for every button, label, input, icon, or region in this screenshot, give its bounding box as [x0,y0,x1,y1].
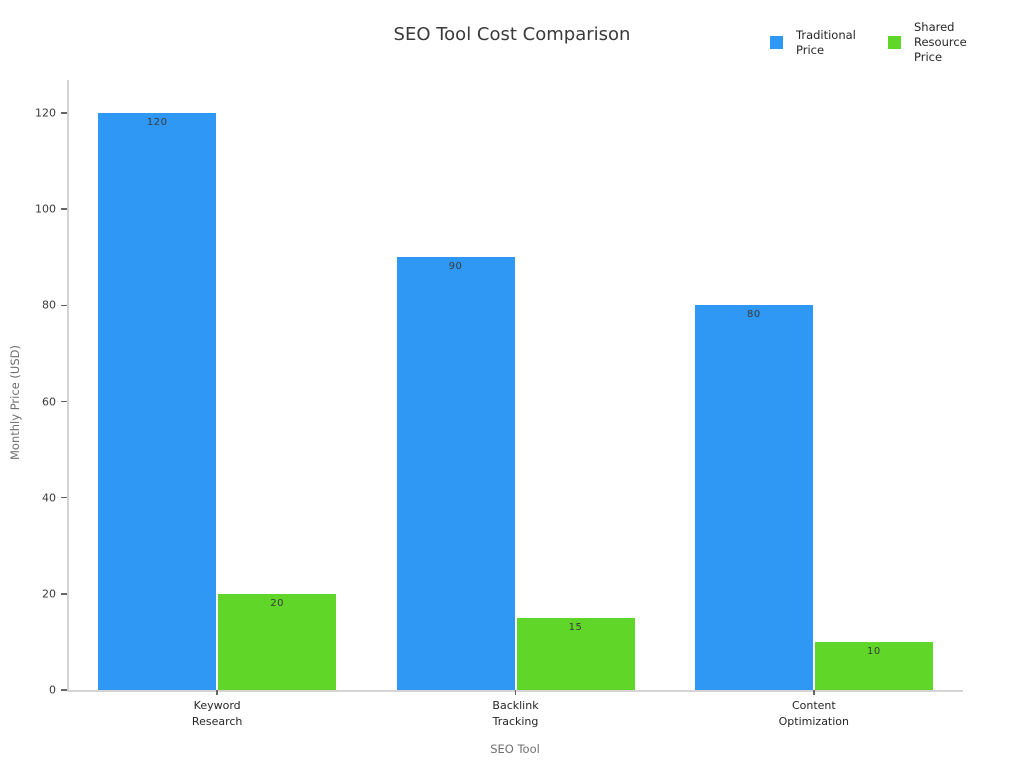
y-tick-mark [61,304,67,307]
y-tick-label: 0 [49,683,56,697]
x-axis-title: SEO Tool [490,742,540,756]
y-axis-title: Monthly Price (USD) [8,345,22,460]
bar-traditional-price [694,305,813,690]
y-tick-label: 20 [42,587,56,601]
legend-swatch-icon [770,36,783,49]
y-tick-mark [61,400,67,403]
y-tick-label: 100 [35,202,56,216]
y-tick-label: 80 [42,298,56,312]
bar-shared-resource-price [516,617,635,690]
x-tick-mark [216,690,218,695]
bar-traditional-price [98,113,217,690]
legend-label: Shared Resource Price [914,20,967,64]
x-tick-label: Keyword Research [191,699,243,728]
bar-value-label: 15 [568,621,583,633]
chart-title: SEO Tool Cost Comparison [393,24,631,45]
legend-item: Shared Resource Price [888,20,982,65]
y-tick-label: 120 [35,106,56,120]
x-tick-label: Backlink Tracking [492,699,539,728]
bar-shared-resource-price [814,641,933,690]
y-tick-mark [61,208,67,210]
legend-swatch-icon [888,36,901,49]
bar-value-label: 90 [448,261,463,273]
bar-value-label: 10 [866,645,881,657]
bar-value-label: 120 [146,117,168,128]
y-axis-line [67,80,69,691]
x-tick-label: Content Optimization [778,699,850,728]
bar-traditional-price [396,257,515,690]
bar-shared-resource-price [218,593,337,690]
y-tick-label: 60 [42,395,56,408]
y-tick-mark [61,112,67,114]
y-tick-mark [61,496,67,499]
bar-value-label: 20 [270,597,285,609]
legend-label: Traditional Price [796,27,856,57]
y-tick-mark [61,689,67,691]
bar-value-label: 80 [746,309,761,321]
y-tick-mark [61,593,67,595]
x-tick-mark [813,690,815,695]
y-tick-label: 40 [42,491,56,505]
legend-item: Traditional Price [770,20,864,65]
legend: Traditional Price Shared Resource Price [770,20,982,65]
x-tick-mark [514,690,517,695]
